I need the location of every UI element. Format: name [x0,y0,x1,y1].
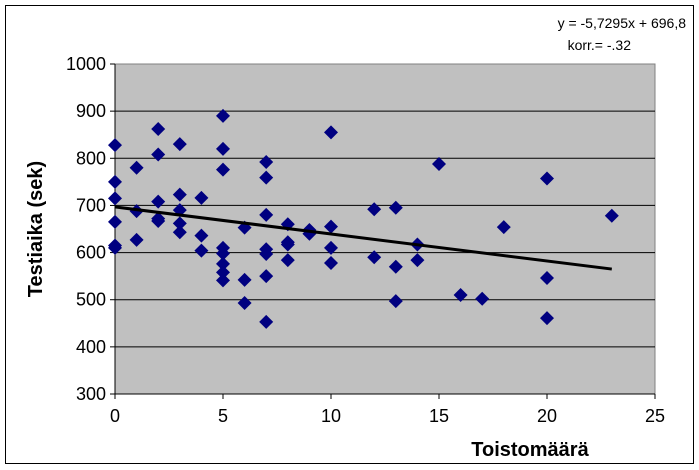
y-tick-label: 300 [76,384,106,404]
data-point [388,294,403,309]
data-point [259,269,274,284]
data-point [216,273,230,288]
data-point [129,160,144,175]
data-point [604,208,619,223]
data-point [151,213,166,228]
data-point [108,138,122,153]
data-point [108,240,122,255]
y-tick-label: 800 [76,148,106,168]
y-tick-label: 1000 [66,54,106,74]
data-point [194,228,209,243]
data-point [453,288,468,302]
data-point [496,220,511,235]
data-point [367,250,382,265]
y-tick-label: 600 [76,243,106,263]
x-axis-title: Toistomäärä [471,439,589,461]
data-point [324,255,338,270]
data-point [108,191,122,206]
y-tick-label: 700 [76,195,106,215]
data-point [216,141,230,156]
data-point [324,125,338,140]
y-tick-label: 900 [76,101,106,121]
x-tick-label: 25 [645,406,665,426]
correlation-label: korr.= -.32 [568,37,632,53]
data-point [410,253,425,268]
data-point [194,190,209,205]
data-point [216,108,230,123]
data-point [216,256,230,271]
data-point [172,137,187,152]
data-point [280,237,295,252]
data-point [129,232,144,247]
data-point [324,219,338,234]
data-point [540,271,554,286]
data-point [151,122,166,137]
data-point [259,170,274,185]
y-tick-label: 400 [76,337,106,357]
data-point [172,225,187,240]
data-point [216,162,230,177]
y-axis-title: Testiaika (sek) [25,161,47,297]
data-point [259,314,274,329]
data-points [108,108,619,329]
data-point [237,296,252,311]
data-point [280,253,295,268]
data-point [108,174,122,189]
data-point [259,155,274,170]
data-point [540,311,554,326]
data-point [216,246,230,261]
data-point [432,156,446,171]
data-point [172,187,187,202]
data-point [108,214,122,229]
x-tick-label: 15 [429,406,449,426]
data-point [367,202,382,217]
data-point [216,265,230,280]
trendline-equation: y = -5,7295x + 696,8 [558,15,687,31]
data-point [194,243,209,258]
data-point [475,291,490,306]
x-tick-label: 0 [110,406,120,426]
data-point [151,147,166,162]
data-point [540,171,554,186]
y-tick-label: 500 [76,290,106,310]
data-point [151,194,166,209]
data-point [324,240,338,255]
data-point [388,259,403,274]
data-point [237,272,252,287]
plot-area [114,63,656,395]
data-point [259,246,274,261]
data-point [388,200,403,215]
x-tick-label: 20 [537,406,557,426]
trendline [114,205,612,271]
data-point [259,207,274,222]
x-tick-label: 10 [321,406,341,426]
axes [110,63,656,399]
x-tick-label: 5 [218,406,228,426]
tick-labels: 300 400 500 600 700 800 900 1000 0 5 10 15 20 25 [66,54,665,426]
data-point [172,216,187,231]
